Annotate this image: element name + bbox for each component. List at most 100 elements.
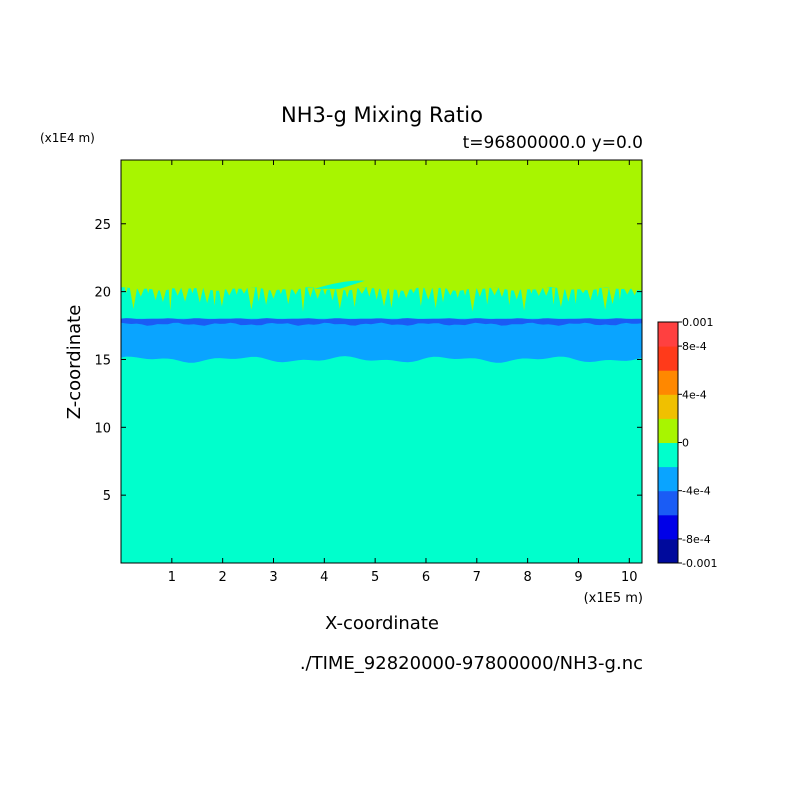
- field-spike: [262, 287, 270, 305]
- source-file-label: ./TIME_92820000-97800000/NH3-g.nc: [300, 653, 643, 674]
- field-spike: [181, 287, 189, 302]
- field-spike: [418, 287, 424, 307]
- y-tick-label: 5: [103, 489, 111, 504]
- y-tick-label: 10: [94, 421, 111, 436]
- field-spike: [240, 287, 248, 294]
- field-spike: [410, 287, 417, 294]
- field-cyan-intrusion: [314, 280, 365, 289]
- colorbar-level: [658, 466, 678, 492]
- field-spike: [344, 287, 350, 298]
- x-tick-label: 10: [621, 570, 638, 585]
- colorbar-tick-label: 4e-4: [682, 388, 707, 401]
- field-spike: [256, 287, 261, 302]
- field-spike: [146, 287, 150, 294]
- y-unit-label: (x1E4 m): [40, 131, 95, 145]
- y-tick-label: 20: [94, 286, 111, 301]
- field-spike: [542, 287, 550, 296]
- x-tick-label: 8: [523, 570, 531, 585]
- x-tick-label: 5: [371, 570, 379, 585]
- field-spike: [512, 287, 521, 300]
- field-band-dark: [121, 318, 642, 326]
- x-tick-label: 4: [320, 570, 328, 585]
- colorbar-level: [658, 370, 678, 395]
- x-unit-label: (x1E5 m): [584, 591, 643, 606]
- field-spike: [300, 287, 306, 312]
- field-spike: [225, 287, 234, 296]
- field-spike: [124, 287, 128, 293]
- colorbar-level: [658, 346, 678, 371]
- field-spike: [285, 287, 292, 305]
- field-spike: [203, 287, 212, 304]
- x-tick-label: 1: [168, 570, 176, 585]
- field-spike: [322, 287, 328, 296]
- field-spike: [424, 287, 433, 300]
- field-spike: [630, 287, 639, 296]
- colorbar-level: [658, 538, 678, 564]
- field-spike: [379, 287, 389, 307]
- field-spike: [335, 287, 344, 310]
- field-spike: [507, 287, 512, 306]
- field-spike: [190, 287, 195, 294]
- field-spike: [498, 287, 506, 298]
- colorbar-level: [658, 442, 678, 468]
- field-spike: [278, 287, 284, 295]
- field-spike: [247, 287, 256, 310]
- field-spike: [446, 287, 455, 296]
- field-spikes: [124, 280, 639, 312]
- x-tick-label: 7: [473, 570, 481, 585]
- field-spike: [373, 287, 380, 300]
- field-spike: [557, 287, 565, 308]
- field-spike: [579, 287, 587, 294]
- colorbar-level: [658, 394, 678, 419]
- field-spike: [151, 287, 160, 301]
- colorbar-tick-label: 0: [682, 437, 689, 450]
- chart-subtitle: t=96800000.0 y=0.0: [463, 133, 643, 153]
- colorbar-level: [658, 418, 678, 443]
- field-spike: [168, 287, 173, 311]
- colorbar-tick-label: 0.001: [682, 316, 714, 329]
- field-spike: [212, 287, 217, 306]
- field-spike: [366, 287, 373, 297]
- field-spike: [269, 287, 278, 299]
- field-spike: [388, 287, 395, 308]
- colorbar-tick-label: 8e-4: [682, 340, 707, 353]
- colorbar-tick-label: -8e-4: [682, 533, 711, 546]
- field-spike: [159, 287, 167, 302]
- field-spike: [608, 287, 617, 304]
- field-spike: [618, 287, 622, 300]
- field-spike: [601, 287, 609, 310]
- field-spike: [351, 287, 358, 308]
- field-spike: [307, 287, 314, 298]
- plot-frame: [120, 159, 643, 564]
- field-spike: [329, 287, 336, 301]
- field-spike: [468, 287, 477, 312]
- field-spike: [396, 287, 402, 299]
- field-spike: [596, 287, 600, 298]
- field-spike: [462, 287, 468, 296]
- colorbar-level: [658, 322, 678, 347]
- colorbar-tick-label: -0.001: [682, 557, 717, 570]
- colorbar-level: [658, 490, 678, 516]
- field-spike: [490, 287, 499, 296]
- field-spike: [573, 287, 578, 304]
- field-spike: [586, 287, 595, 301]
- field-spike: [454, 287, 461, 298]
- field-spike: [402, 287, 411, 299]
- field-spike: [432, 287, 439, 309]
- colorbar-level: [658, 514, 678, 540]
- chart-title: NH3-g Mixing Ratio: [281, 103, 483, 127]
- field-band-blue: [121, 318, 642, 363]
- field-spike: [196, 287, 204, 303]
- x-tick-label: 2: [219, 570, 227, 585]
- field-spike: [234, 287, 239, 295]
- y-axis-title: Z-coordinate: [64, 305, 85, 420]
- x-axis: 1 2 3 4 5 6 7 8 9 10: [168, 160, 638, 585]
- field-spike: [129, 287, 138, 310]
- field-spike: [551, 287, 556, 305]
- field-spike: [623, 287, 631, 295]
- colorbar-tick-label: -4e-4: [682, 485, 711, 498]
- heatmap-field: [121, 160, 642, 563]
- field-spike: [564, 287, 572, 302]
- field-spike: [357, 287, 366, 294]
